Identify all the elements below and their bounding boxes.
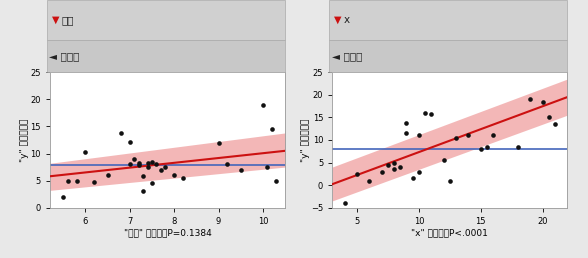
Point [352, 172, 362, 176]
Point [125, 140, 135, 144]
Point [272, 179, 281, 183]
Point [550, 122, 560, 126]
Point [538, 100, 547, 104]
Point [445, 179, 455, 183]
Text: ▼: ▼ [334, 15, 342, 25]
Point [134, 163, 143, 167]
Point [72, 179, 81, 183]
Point [383, 163, 393, 167]
Point [103, 173, 112, 177]
Y-axis label: "y" 杠杆率残差: "y" 杠杆率残差 [300, 118, 309, 162]
Point [414, 170, 423, 174]
Point [89, 180, 99, 184]
Point [143, 161, 152, 165]
Point [526, 97, 535, 101]
Point [377, 170, 386, 174]
Point [148, 181, 157, 185]
Point [263, 165, 272, 169]
Text: ◄ 杠杆图: ◄ 杠杆图 [49, 51, 80, 61]
Point [408, 176, 417, 180]
Point [152, 162, 161, 166]
Point [134, 161, 143, 165]
Point [125, 162, 135, 166]
Point [340, 201, 349, 205]
Point [236, 168, 246, 172]
Point [396, 165, 405, 169]
Point [402, 131, 411, 135]
Point [223, 162, 232, 166]
Point [452, 136, 461, 140]
Point [258, 103, 268, 107]
Text: x: x [344, 15, 350, 25]
Point [476, 147, 486, 151]
X-axis label: "x" 杠杆率，P<.0001: "x" 杠杆率，P<.0001 [412, 229, 488, 238]
Point [161, 165, 170, 169]
Point [59, 195, 68, 199]
Point [169, 173, 179, 177]
Point [148, 159, 157, 164]
Point [439, 158, 448, 162]
Point [129, 157, 139, 161]
Point [365, 179, 374, 183]
Y-axis label: "y" 杠杆率残差: "y" 杠杆率残差 [20, 118, 29, 162]
Point [426, 112, 436, 116]
Point [402, 121, 411, 125]
Point [464, 133, 473, 138]
Point [513, 145, 523, 149]
Point [138, 189, 148, 194]
Point [389, 167, 399, 171]
Point [143, 165, 152, 169]
Point [544, 115, 553, 119]
Point [116, 131, 126, 135]
Point [267, 127, 276, 131]
Point [156, 168, 166, 172]
Point [482, 145, 492, 149]
Point [63, 179, 72, 183]
Point [81, 150, 90, 155]
Point [178, 176, 188, 180]
Point [389, 160, 399, 165]
Point [138, 174, 148, 178]
Point [489, 133, 498, 138]
Text: ◄ 杠杆图: ◄ 杠杆图 [332, 51, 362, 61]
Text: 药物: 药物 [62, 15, 74, 25]
Point [414, 133, 423, 138]
Point [420, 111, 430, 115]
Point [214, 141, 223, 145]
X-axis label: "药物" 杠杆率，P=0.1384: "药物" 杠杆率，P=0.1384 [123, 229, 212, 238]
Text: ▼: ▼ [52, 15, 59, 25]
